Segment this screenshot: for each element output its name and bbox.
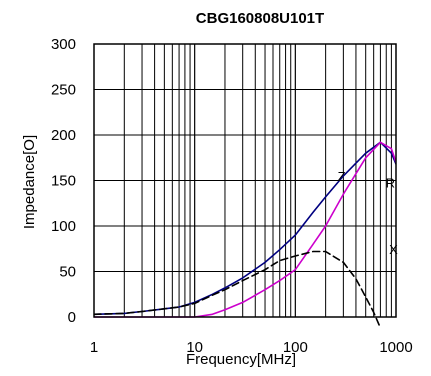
series-labels: Z R X: [338, 169, 399, 257]
y-axis-label: Impedance[O]: [21, 135, 38, 229]
y-tick-label: 100: [51, 218, 76, 235]
x-tick-label: 1: [90, 339, 98, 356]
y-tick-label: 50: [59, 264, 76, 281]
series-line-r: [94, 141, 396, 318]
x-axis-label: Frequency[MHz]: [186, 351, 296, 368]
chart-title: CBG160808U101T: [196, 10, 324, 27]
series-line-z: [94, 141, 396, 316]
y-tick-label: 200: [51, 127, 76, 144]
x-tick-label: 1000: [379, 339, 412, 356]
series-lines: [94, 141, 396, 329]
y-tick-label: 150: [51, 173, 76, 190]
series-label-r: R: [386, 175, 395, 190]
plot-frame: [93, 43, 397, 318]
grid-lines: [94, 44, 396, 317]
series-line-x: [94, 250, 382, 329]
series-label-z: Z: [338, 169, 346, 184]
tick-labels: 0 50 100 150 200 250 300 1 10 100 1000: [51, 36, 413, 356]
y-tick-label: 250: [51, 82, 76, 99]
x-tick-label: 10: [186, 339, 203, 356]
y-tick-label: 300: [51, 36, 76, 53]
x-tick-label: 100: [283, 339, 308, 356]
y-tick-label: 0: [68, 309, 76, 326]
series-label-x: X: [389, 242, 398, 257]
